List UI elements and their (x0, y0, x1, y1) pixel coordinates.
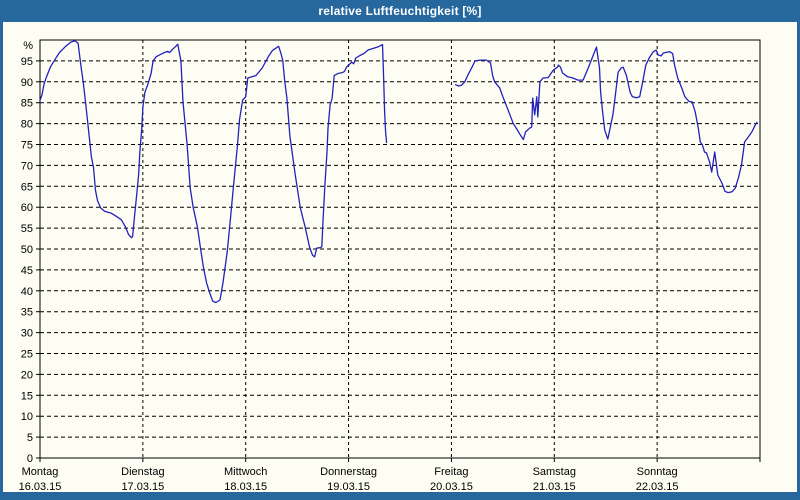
x-axis-date-label: 21.03.15 (533, 481, 576, 493)
x-axis-day-label: Donnerstag (320, 466, 377, 478)
x-axis-date-label: 19.03.15 (327, 481, 370, 493)
y-axis-label: 80 (21, 119, 33, 131)
x-axis-date-label: 20.03.15 (430, 481, 473, 493)
window-border-right (797, 22, 800, 500)
humidity-line (39, 40, 388, 304)
y-axis-label: 75 (21, 140, 33, 152)
window-border-bottom (0, 492, 800, 500)
y-axis-label: 35 (21, 307, 33, 319)
window-border-left (0, 22, 3, 500)
y-axis-label: 25 (21, 349, 33, 361)
y-axis-label: 0 (27, 453, 33, 465)
y-axis-label: 45 (21, 265, 33, 277)
y-axis-label: 15 (21, 390, 33, 402)
x-axis-day-label: Dienstag (121, 466, 164, 478)
x-axis-date-label: 22.03.15 (636, 481, 679, 493)
humidity-line (454, 46, 758, 194)
x-axis-date-label: 17.03.15 (121, 481, 164, 493)
y-axis-label: 95 (21, 56, 33, 68)
x-axis-day-label: Samstag (533, 466, 576, 478)
y-axis-label: 60 (21, 202, 33, 214)
x-axis-day-label: Montag (22, 466, 59, 478)
window-title-bar[interactable]: relative Luftfeuchtigkeit [%] (0, 0, 800, 22)
y-axis-label: 65 (21, 181, 33, 193)
window-title: relative Luftfeuchtigkeit [%] (318, 4, 482, 18)
x-axis-date-label: 16.03.15 (19, 481, 62, 493)
y-axis-label: 5 (27, 432, 33, 444)
y-axis-label: 55 (21, 223, 33, 235)
y-axis-label: 20 (21, 369, 33, 381)
y-axis-label: 90 (21, 77, 33, 89)
y-axis-label: 40 (21, 286, 33, 298)
x-axis-day-label: Mittwoch (224, 466, 267, 478)
y-axis-label: 70 (21, 160, 33, 172)
x-axis-date-label: 18.03.15 (224, 481, 267, 493)
y-axis-label: 50 (21, 244, 33, 256)
x-axis-day-label: Sonntag (637, 466, 678, 478)
y-axis-label: 10 (21, 411, 33, 423)
y-axis-unit-label: % (23, 40, 33, 52)
x-axis-day-label: Freitag (434, 466, 468, 478)
y-axis-label: 30 (21, 328, 33, 340)
y-axis-label: 85 (21, 98, 33, 110)
